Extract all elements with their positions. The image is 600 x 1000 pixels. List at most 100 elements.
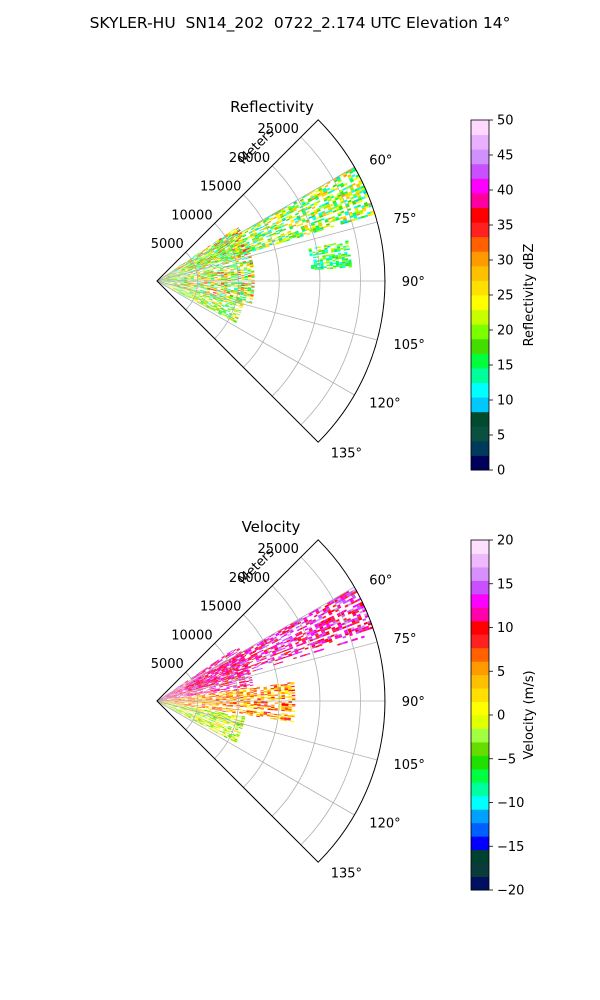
echo-gate: [205, 706, 209, 708]
echo-gate: [278, 638, 282, 641]
echo-gate: [242, 681, 246, 683]
echo-gate: [320, 627, 325, 631]
echo-gate: [202, 291, 207, 294]
echo-gate: [314, 195, 319, 199]
echo-gate: [336, 245, 340, 248]
echo-gate: [249, 260, 253, 263]
echo-gate: [174, 268, 178, 271]
echo-gate: [207, 282, 211, 283]
echo-gate: [226, 266, 230, 268]
echo-gate: [227, 273, 231, 275]
echo-gate: [201, 703, 206, 705]
echo-gate: [340, 597, 345, 601]
echo-gate: [348, 193, 353, 197]
echo-gate: [264, 694, 268, 696]
echo-gate: [229, 692, 233, 694]
echo-gate: [201, 300, 205, 303]
echo-gate: [241, 233, 246, 236]
echo-gate: [259, 237, 264, 241]
colorbar-tick-label: 50: [497, 114, 514, 129]
colorbar-tick-label: 35: [497, 219, 514, 234]
echo-gate: [255, 656, 259, 659]
echo-gate: [187, 278, 191, 279]
echo-gate: [257, 699, 261, 701]
echo-gate: [347, 602, 352, 607]
colorbar-tick-label: 20: [497, 324, 514, 339]
echo-gate: [215, 673, 219, 676]
echo-gate: [217, 258, 222, 260]
echo-gate: [229, 691, 233, 693]
echo-gate: [246, 696, 251, 697]
echo-gate: [210, 258, 214, 261]
echo-gate: [236, 313, 240, 316]
echo-gate: [237, 674, 241, 677]
echo-gate: [213, 273, 218, 275]
echo-gate: [217, 305, 221, 308]
echo-gate: [209, 255, 213, 258]
echo-gate: [240, 271, 245, 273]
echo-gate: [169, 273, 173, 276]
echo-gate: [172, 288, 176, 291]
echo-gate: [251, 667, 256, 670]
echo-gate: [197, 299, 202, 301]
echo-gate: [250, 294, 254, 296]
echo-gate: [201, 697, 206, 699]
echo-gate: [263, 690, 268, 693]
echo-gate: [236, 250, 240, 253]
echo-gate: [264, 702, 268, 704]
echo-gate: [211, 672, 215, 675]
echo-gate: [205, 699, 209, 700]
echo-gate: [325, 212, 330, 216]
echo-gate: [352, 613, 357, 617]
echo-gate: [203, 678, 207, 681]
echo-gate: [184, 697, 188, 698]
echo-gate: [229, 698, 234, 700]
echo-gate: [259, 247, 263, 250]
echo-gate: [169, 287, 173, 289]
echo-gate: [243, 266, 247, 268]
echo-gate: [224, 279, 228, 280]
echo-gate: [227, 284, 231, 286]
echo-gate: [192, 270, 197, 273]
echo-gate: [250, 655, 255, 658]
echo-gate: [222, 237, 226, 240]
echo-gate: [337, 211, 342, 215]
echo-gate: [219, 686, 223, 688]
echo-gate: [173, 286, 177, 289]
echo-gate: [202, 669, 206, 672]
echo-gate: [294, 650, 299, 654]
echo-gate: [291, 206, 296, 210]
echo-gate: [296, 235, 301, 239]
echo-gate: [189, 290, 194, 293]
echo-gate: [181, 267, 185, 270]
echo-gate: [239, 683, 243, 686]
echo-gate: [244, 664, 248, 667]
echo-gate: [224, 661, 229, 665]
echo-gate: [267, 238, 271, 241]
echo-gate: [191, 685, 195, 687]
echo-gate: [279, 641, 284, 645]
echo-gate: [203, 680, 207, 682]
echo-gate: [242, 262, 247, 264]
echo-gate: [345, 212, 349, 216]
echo-gate: [190, 283, 194, 284]
echo-gate: [278, 696, 282, 698]
echo-gate: [174, 268, 177, 271]
echo-gate: [223, 689, 227, 691]
echo-gate: [268, 661, 273, 664]
echo-gate: [223, 666, 227, 669]
echo-gate: [247, 235, 251, 239]
echo-gate: [301, 637, 305, 641]
echo-gate: [287, 633, 292, 637]
echo-gate: [172, 273, 176, 275]
echo-gate: [242, 253, 246, 255]
echo-gate: [224, 259, 229, 262]
echo-gate: [208, 667, 212, 670]
echo-gate: [275, 239, 279, 242]
echo-gate: [345, 241, 349, 245]
echo-gate: [166, 276, 170, 278]
echo-gate: [332, 620, 337, 624]
echo-gate: [226, 245, 230, 248]
echo-gate: [208, 696, 213, 698]
echo-gate: [214, 282, 218, 284]
